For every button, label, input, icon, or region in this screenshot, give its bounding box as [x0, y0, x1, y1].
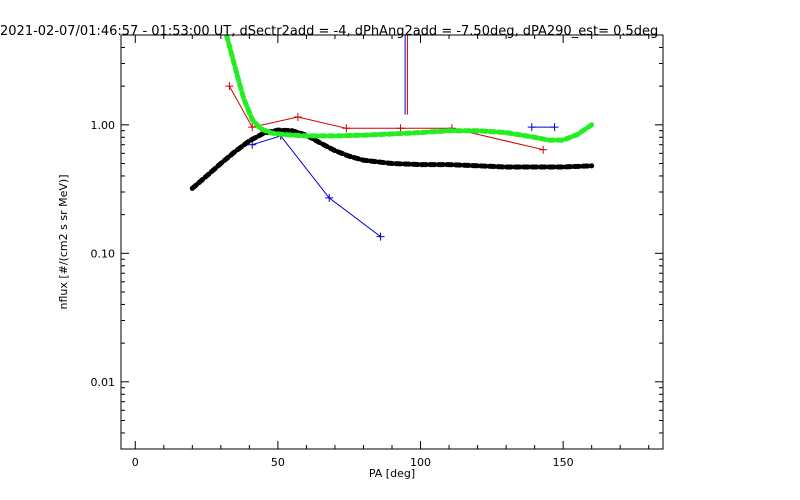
x-axis-label: PA [deg]: [369, 467, 415, 480]
series-3-curve: [189, 127, 595, 191]
x-tick-label-1: 50: [271, 456, 285, 469]
series-1-point-3: [376, 232, 385, 241]
series-0-point-3: [342, 124, 351, 133]
series-0-point-6: [539, 145, 548, 154]
y-tick-label-0: 0.01: [91, 376, 116, 389]
series-2-point-0: [527, 123, 536, 132]
series-0-point-2: [293, 113, 302, 122]
axes: 0 50 100 150 0.01 0.10 1.00: [91, 34, 663, 469]
y-tick-label-2: 1.00: [91, 119, 116, 132]
series-1-line: [252, 135, 381, 237]
x-tick-label-0: 0: [132, 456, 139, 469]
series-1-point-2: [325, 193, 334, 202]
y-tick-label-1: 0.10: [91, 247, 116, 260]
series-0-point-4: [396, 124, 405, 133]
series-4-curve: [224, 35, 595, 143]
series-0-point-1: [248, 123, 257, 132]
y-axis-label: nflux [#/(cm2 s sr MeV)]: [57, 175, 70, 310]
chart-title: 2021-02-07/01:46:57 - 01:53:00 UT, dSect…: [0, 24, 658, 39]
x-tick-label-2: 100: [410, 456, 431, 469]
series-2-point-1: [550, 123, 559, 132]
series-0-point-0: [225, 82, 234, 91]
x-tick-label-3: 150: [553, 456, 574, 469]
plot-content: [189, 35, 595, 241]
